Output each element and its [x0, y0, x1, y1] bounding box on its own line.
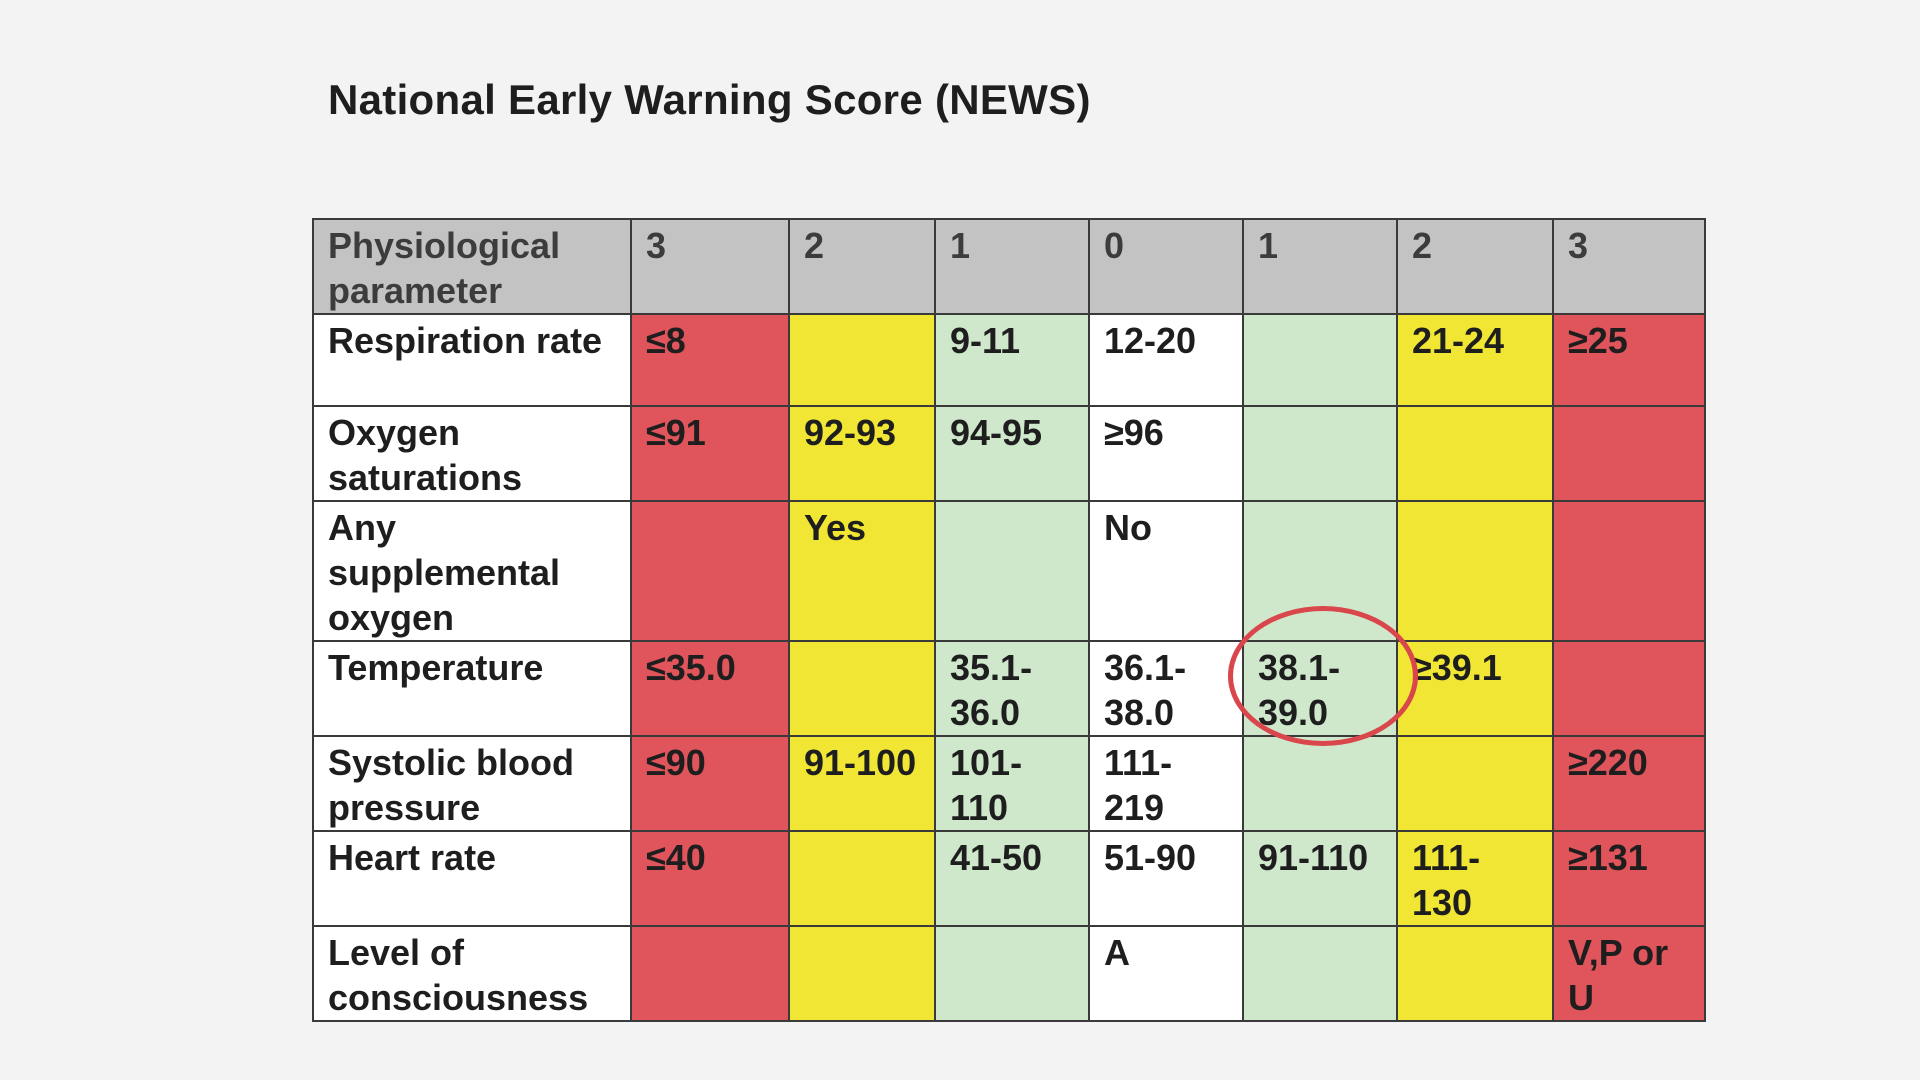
table-cell: Yes — [788, 500, 936, 642]
table-cell: ≥220 — [1552, 735, 1706, 832]
highlighted-cell: 38.1-39.0 — [1242, 640, 1398, 737]
table-cell — [1242, 925, 1398, 1022]
table-cell: ≤8 — [630, 313, 790, 407]
table-cell: ≤91 — [630, 405, 790, 502]
table-cell — [1242, 735, 1398, 832]
table-cell — [1396, 500, 1554, 642]
table-cell: 36.1-38.0 — [1088, 640, 1244, 737]
table-cell: ≤90 — [630, 735, 790, 832]
header-cell: 2 — [1396, 218, 1554, 315]
table-cell — [1242, 500, 1398, 642]
table-cell: 51-90 — [1088, 830, 1244, 927]
table-cell: ≥131 — [1552, 830, 1706, 927]
table-cell: V,P or U — [1552, 925, 1706, 1022]
header-cell: 3 — [1552, 218, 1706, 315]
header-cell: Physiological parameter — [312, 218, 632, 315]
table-row: Temperature ≤35.0 35.1-36.0 36.1-38.0 38… — [312, 640, 1706, 737]
table-cell: 91-110 — [1242, 830, 1398, 927]
row-label: Systolic blood pressure — [312, 735, 632, 832]
header-cell: 2 — [788, 218, 936, 315]
table-header-row: Physiological parameter 3 2 1 0 1 2 3 — [312, 218, 1706, 315]
table-row: Any supplemental oxygen Yes No — [312, 500, 1706, 642]
table-cell: 111-219 — [1088, 735, 1244, 832]
table-cell — [788, 640, 936, 737]
table-cell — [1396, 405, 1554, 502]
table-cell: 91-100 — [788, 735, 936, 832]
table-cell — [934, 500, 1090, 642]
table-cell — [934, 925, 1090, 1022]
header-cell: 1 — [934, 218, 1090, 315]
table-cell: 9-11 — [934, 313, 1090, 407]
table-cell — [1396, 925, 1554, 1022]
table-cell — [1242, 405, 1398, 502]
table-cell — [788, 925, 936, 1022]
row-label: Oxygen saturations — [312, 405, 632, 502]
table-cell — [1552, 640, 1706, 737]
table-cell: 21-24 — [1396, 313, 1554, 407]
table-cell — [1242, 313, 1398, 407]
table-cell — [788, 830, 936, 927]
table-cell: 101-110 — [934, 735, 1090, 832]
header-cell: 1 — [1242, 218, 1398, 315]
table-cell: 92-93 — [788, 405, 936, 502]
table-cell: ≥39.1 — [1396, 640, 1554, 737]
table-cell: 35.1-36.0 — [934, 640, 1090, 737]
table-cell — [1552, 500, 1706, 642]
header-cell: 3 — [630, 218, 790, 315]
table-cell: ≤40 — [630, 830, 790, 927]
news-score-table: Physiological parameter 3 2 1 0 1 2 3 Re… — [312, 218, 1706, 1022]
table-row: Level of consciousness A V,P or U — [312, 925, 1706, 1022]
table-row: Heart rate ≤40 41-50 51-90 91-110 111-13… — [312, 830, 1706, 927]
table-row: Respiration rate ≤8 9-11 12-20 21-24 ≥25 — [312, 313, 1706, 407]
table-cell — [788, 313, 936, 407]
table-cell — [1552, 405, 1706, 502]
header-cell: 0 — [1088, 218, 1244, 315]
table-row: Systolic blood pressure ≤90 91-100 101-1… — [312, 735, 1706, 832]
table-cell: ≥96 — [1088, 405, 1244, 502]
table-cell: ≥25 — [1552, 313, 1706, 407]
table-cell — [630, 500, 790, 642]
row-label: Temperature — [312, 640, 632, 737]
table-cell: No — [1088, 500, 1244, 642]
table-cell — [630, 925, 790, 1022]
table-cell: ≤35.0 — [630, 640, 790, 737]
table-cell: 111-130 — [1396, 830, 1554, 927]
table-cell: A — [1088, 925, 1244, 1022]
table-cell: 41-50 — [934, 830, 1090, 927]
row-label: Any supplemental oxygen — [312, 500, 632, 642]
row-label: Respiration rate — [312, 313, 632, 407]
table-cell — [1396, 735, 1554, 832]
table-row: Oxygen saturations ≤91 92-93 94-95 ≥96 — [312, 405, 1706, 502]
page-title: National Early Warning Score (NEWS) — [328, 76, 1091, 123]
row-label: Heart rate — [312, 830, 632, 927]
table-cell: 12-20 — [1088, 313, 1244, 407]
row-label: Level of consciousness — [312, 925, 632, 1022]
table-cell: 94-95 — [934, 405, 1090, 502]
